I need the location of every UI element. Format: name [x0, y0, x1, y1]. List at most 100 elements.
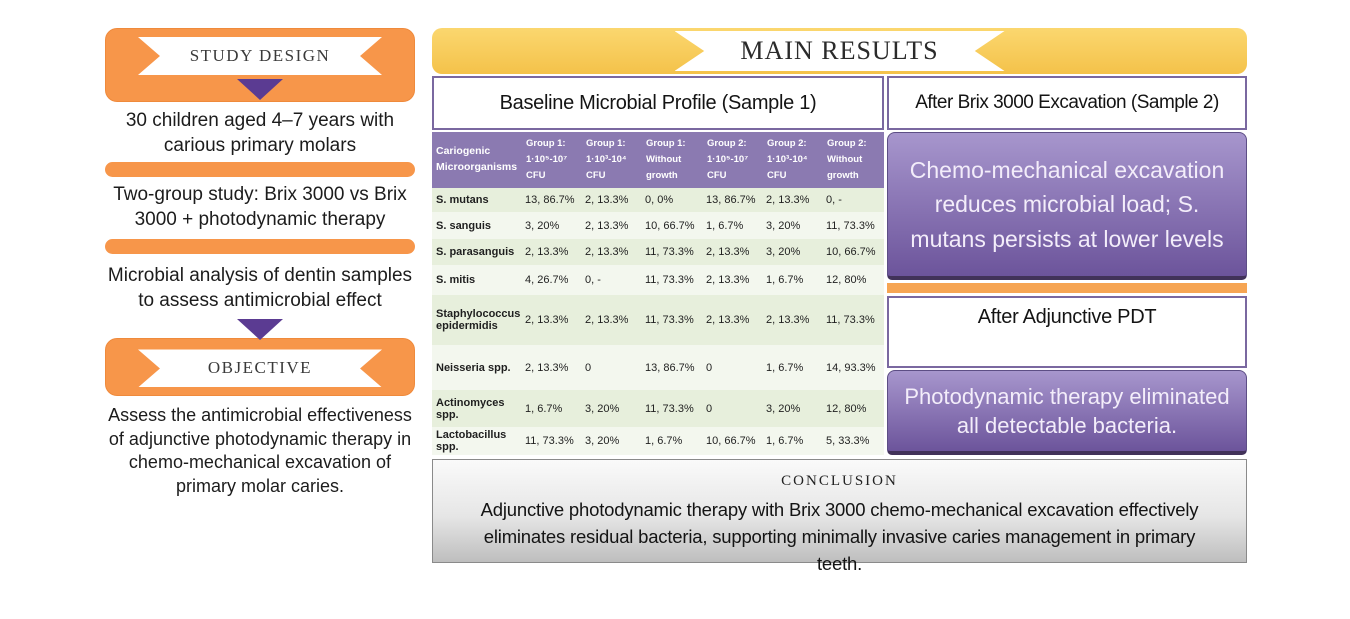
table-header-cell: Group 2: 1·10⁵-10⁷ CFU	[703, 132, 763, 188]
objective-ribbon: OBJECTIVE	[138, 349, 382, 388]
objective-text: Assess the antimicrobial effectiveness o…	[108, 405, 412, 496]
header-unit: CFU	[586, 170, 606, 181]
header-range: 1·10⁵-10⁷	[707, 154, 749, 165]
main-results-ribbon: MAIN RESULTS	[674, 31, 1005, 71]
down-arrow-icon	[237, 319, 283, 341]
header-range: Without	[827, 154, 863, 165]
table-cell: 2, 13.3%	[585, 219, 629, 232]
table-cell: 12, 80%	[826, 402, 867, 415]
main-results-banner: MAIN RESULTS	[432, 28, 1247, 74]
header-range: 1·10³-10⁴	[586, 154, 627, 165]
excavation-finding-box: Chemo-mechanical excavation reduces micr…	[887, 132, 1247, 280]
excavation-finding-text: Chemo-mechanical excavation reduces micr…	[909, 156, 1225, 252]
table-cell: 3, 20%	[766, 402, 801, 415]
main-results-section: MAIN RESULTS Baseline Microbial Profile …	[432, 28, 1247, 574]
pdt-panel-title: After Adjunctive PDT	[887, 296, 1247, 368]
table-cell: 2, 13.3%	[525, 361, 569, 374]
organism-name: Neisseria spp.	[436, 361, 511, 374]
table-cell: 0	[706, 361, 713, 374]
header-group: Group 2:	[707, 138, 747, 149]
table-row: Lactobacillus spp. 11, 73.3% 3, 20% 1, 6.7%…	[432, 427, 884, 455]
table-row: Staphylococcus epidermidis 2, 13.3% 2, 13.…	[432, 295, 884, 345]
table-cell: 3, 20%	[525, 219, 560, 232]
table-cell: 1, 6.7%	[645, 435, 683, 447]
study-block-groups: Two-group study: Brix 3000 vs Brix 3000 …	[113, 184, 407, 231]
organism-name: Lactobacillus spp.	[436, 429, 507, 453]
table-cell: 2, 13.3%	[766, 194, 810, 206]
orange-divider	[105, 162, 415, 178]
study-design-ribbon: STUDY DESIGN	[138, 37, 382, 75]
table-cell: 10, 66.7%	[706, 435, 756, 447]
table-cell: 0	[706, 402, 713, 415]
down-arrow-icon	[237, 79, 283, 100]
table-cell: 14, 93.3%	[826, 361, 876, 374]
table-cell: 1, 6.7%	[525, 402, 563, 415]
table-cell: 2, 13.3%	[585, 314, 629, 326]
header-unit: CFU	[767, 170, 787, 181]
organism-name: S. parasanguis	[436, 246, 515, 258]
table-cell: 2, 13.3%	[706, 274, 750, 286]
table-cell: 2, 13.3%	[525, 314, 569, 326]
table-cell: 2, 13.3%	[585, 194, 629, 206]
table-cell: 1, 6.7%	[706, 219, 744, 232]
organism-name: S. mitis	[436, 274, 476, 286]
table-cell: 13, 86.7%	[706, 194, 756, 206]
organism-name: S. mutans	[436, 194, 489, 206]
table-cell: 1, 6.7%	[766, 361, 804, 374]
header-group: Group 2:	[767, 138, 807, 149]
table-cell: 3, 20%	[766, 219, 801, 232]
header-range: 1·10³-10⁴	[767, 154, 808, 165]
pdt-finding-box: Photodynamic therapy eliminated all dete…	[887, 370, 1247, 455]
table-cell: 11, 73.3%	[645, 314, 694, 326]
table-cell: 3, 20%	[585, 435, 620, 447]
header-range: Without	[646, 154, 682, 165]
table-row: Actinomyces spp. 1, 6.7% 3, 20% 11, 73.3% 0 3…	[432, 390, 884, 427]
table-cell: 10, 66.7%	[645, 219, 695, 232]
table-cell: 2, 13.3%	[706, 314, 750, 326]
header-range: 1·10⁵-10⁷	[526, 154, 568, 165]
objective-banner: OBJECTIVE	[105, 338, 415, 397]
table-cell: 13, 86.7%	[525, 194, 575, 206]
table-cell: 11, 73.3%	[645, 274, 694, 286]
table-row: S. mutans 13, 86.7% 2, 13.3% 0, 0% 13, 86.7%…	[432, 188, 884, 212]
table-cell: 0, -	[826, 194, 842, 206]
microbial-table: Cariogenic Microorganisms Group 1: 1·10⁵-…	[432, 132, 884, 455]
table-cell: 0	[585, 361, 592, 374]
main-results-label: MAIN RESULTS	[740, 36, 939, 65]
study-block-population: 30 children aged 4–7 years with carious …	[125, 110, 395, 157]
table-cell: 0, -	[585, 274, 601, 286]
study-design-label: STUDY DESIGN	[189, 46, 331, 65]
table-cell: 11, 73.3%	[645, 246, 694, 258]
organism-name: S. sanguis	[436, 219, 492, 232]
table-cell: 4, 26.7%	[525, 274, 569, 286]
table-cell: 13, 86.7%	[645, 361, 695, 374]
table-header-cell: Group 1: Without growth	[642, 132, 703, 188]
table-header-cell: Group 1: 1·10⁵-10⁷ CFU	[522, 132, 582, 188]
table-cell: 1, 6.7%	[766, 274, 804, 286]
table-row: S. sanguis 3, 20% 2, 13.3% 10, 66.7% 1, 6.7%…	[432, 212, 884, 239]
header-group: Group 1:	[526, 138, 566, 149]
table-cell: 2, 13.3%	[585, 246, 629, 258]
conclusion-title: CONCLUSION	[781, 473, 898, 489]
header-unit: CFU	[707, 170, 727, 181]
table-cell: 3, 20%	[585, 402, 620, 415]
conclusion-text: Adjunctive photodynamic therapy with Bri…	[480, 499, 1199, 574]
table-header-cell: Group 2: Without growth	[823, 132, 884, 188]
table-cell: 11, 73.3%	[826, 314, 875, 326]
table-cell: 2, 13.3%	[525, 246, 569, 258]
table-header-organisms: Cariogenic Microorganisms	[432, 132, 522, 188]
baseline-panel-title: Baseline Microbial Profile (Sample 1)	[432, 76, 884, 130]
study-design-column: STUDY DESIGN 30 children aged 4–7 years …	[105, 28, 415, 498]
table-cell: 12, 80%	[826, 274, 867, 286]
header-group: Group 1:	[586, 138, 626, 149]
conclusion-box: CONCLUSION Adjunctive photodynamic thera…	[432, 459, 1247, 574]
study-block-analysis: Microbial analysis of dentin samples to …	[107, 265, 413, 312]
organism-name: Actinomyces spp.	[436, 396, 505, 421]
table-header-cell: Group 1: 1·10³-10⁴ CFU	[582, 132, 642, 188]
header-group: Group 1:	[646, 138, 686, 149]
table-header-row: Cariogenic Microorganisms Group 1: 1·10⁵-…	[432, 132, 884, 188]
pdt-divider	[887, 283, 1247, 293]
table-cell: 1, 6.7%	[766, 435, 804, 447]
table-cell: 11, 73.3%	[525, 435, 574, 447]
